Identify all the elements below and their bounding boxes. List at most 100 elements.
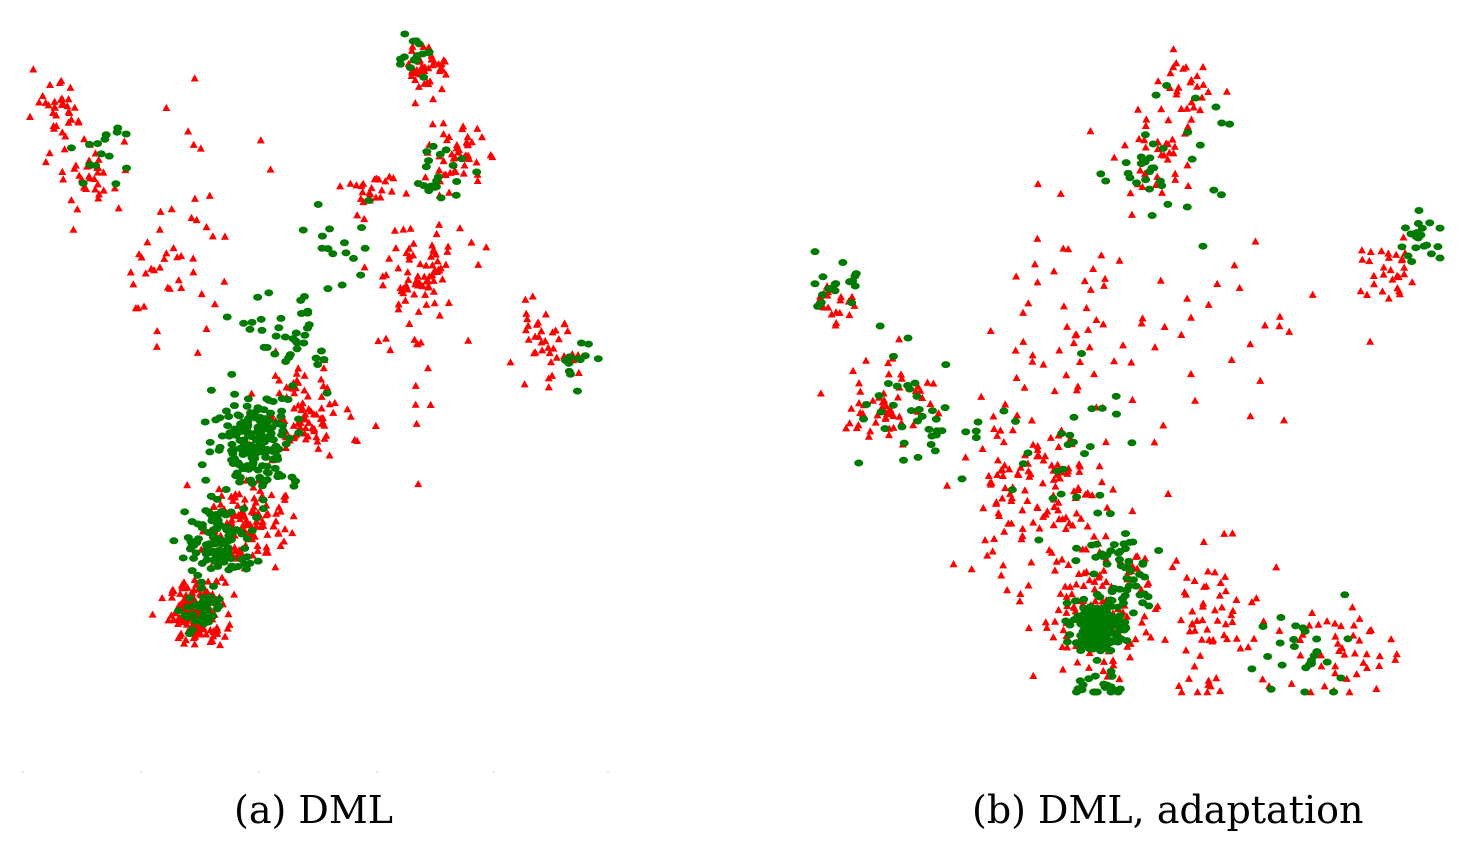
- triangle-point: [1246, 340, 1255, 348]
- triangle-point: [1179, 64, 1188, 72]
- circle-point: [180, 508, 190, 516]
- triangle-point: [463, 141, 472, 149]
- triangle-point: [420, 272, 429, 280]
- triangle-point: [312, 433, 321, 441]
- circle-point: [277, 395, 287, 403]
- triangle-point: [1033, 179, 1042, 188]
- triangle-point: [1050, 386, 1059, 395]
- circle-point: [178, 554, 188, 562]
- triangle-point: [317, 375, 326, 383]
- triangle-point: [1128, 395, 1137, 403]
- triangle-point: [57, 100, 66, 108]
- circle-point: [84, 140, 94, 148]
- triangle-point: [1086, 126, 1095, 135]
- triangle-point: [1177, 688, 1186, 696]
- circle-point: [1298, 624, 1308, 632]
- circle-point: [1113, 549, 1123, 557]
- circle-point: [1088, 614, 1098, 622]
- triangle-point: [454, 148, 463, 156]
- triangle-point: [1190, 576, 1199, 584]
- circle-point: [226, 554, 236, 562]
- circle-point: [880, 425, 890, 433]
- triangle-point: [1024, 623, 1033, 632]
- triangle-point: [1012, 373, 1021, 381]
- circle-point: [859, 415, 869, 423]
- triangle-point: [1061, 524, 1070, 532]
- circle-point: [201, 546, 211, 554]
- triangle-point: [378, 281, 387, 289]
- triangle-point: [376, 193, 385, 201]
- triangle-point: [1171, 175, 1180, 183]
- circle-point: [1111, 410, 1121, 418]
- triangle-point: [1000, 527, 1009, 535]
- circle-point: [1076, 350, 1086, 358]
- circle-point: [1080, 450, 1090, 458]
- circle-point: [313, 200, 323, 208]
- triangle-point: [63, 102, 72, 110]
- triangle-point: [1041, 452, 1050, 460]
- triangle-point: [421, 173, 430, 181]
- circle-point: [247, 527, 257, 535]
- circle-point: [914, 406, 924, 414]
- triangle-point: [521, 326, 530, 334]
- circle-point: [913, 453, 923, 461]
- triangle-point: [473, 124, 482, 132]
- triangle-point: [1082, 545, 1091, 553]
- triangle-point: [1090, 585, 1099, 593]
- triangle-point: [162, 103, 171, 112]
- circle-point: [931, 431, 941, 439]
- circle-point: [193, 571, 203, 579]
- circle-point: [1306, 660, 1316, 668]
- triangle-point: [91, 185, 100, 193]
- triangle-point: [444, 242, 453, 250]
- circle-point: [210, 534, 220, 542]
- triangle-point: [240, 495, 249, 503]
- triangle-point: [1140, 612, 1149, 620]
- circle-point: [317, 232, 327, 240]
- triangle-point: [435, 166, 444, 174]
- triangle-point: [188, 588, 197, 596]
- circle-point: [396, 55, 406, 63]
- triangle-point: [1110, 153, 1119, 161]
- triangle-point: [1051, 482, 1060, 490]
- triangle-point: [1280, 416, 1289, 424]
- triangle-point: [856, 387, 865, 395]
- triangle-point: [1023, 496, 1032, 504]
- triangle-point: [1350, 649, 1359, 657]
- circle-point: [838, 259, 848, 267]
- circle-point: [356, 271, 366, 279]
- triangle-point: [414, 479, 423, 488]
- triangle-point: [949, 560, 958, 568]
- circle-point: [441, 146, 451, 154]
- triangle-point: [882, 401, 891, 410]
- triangle-point: [1076, 462, 1085, 470]
- triangle-point: [1090, 369, 1099, 378]
- triangle-point: [1251, 237, 1260, 245]
- triangle-point: [330, 398, 339, 407]
- triangle-point: [1164, 116, 1173, 124]
- triangle-point: [269, 521, 278, 530]
- circle-point: [1120, 545, 1130, 553]
- triangle-point: [845, 419, 854, 427]
- triangle-point: [279, 537, 288, 545]
- triangle-point: [429, 276, 438, 284]
- triangle-point: [202, 223, 211, 231]
- triangle-point: [1133, 564, 1142, 572]
- triangle-point: [943, 481, 952, 489]
- circle-point: [422, 148, 432, 156]
- triangle-point: [895, 335, 904, 343]
- circle-point: [566, 370, 576, 378]
- triangle-point: [1008, 426, 1017, 434]
- circle-point: [1102, 601, 1112, 609]
- circle-point: [221, 511, 231, 519]
- triangle-point: [394, 300, 403, 308]
- triangle-point: [998, 471, 1007, 479]
- triangle-point: [405, 244, 414, 252]
- circle-point: [1225, 120, 1235, 128]
- triangle-point: [292, 369, 301, 377]
- triangle-point: [548, 371, 557, 379]
- triangle-point: [979, 504, 988, 512]
- triangle-point: [1275, 322, 1284, 330]
- circle-point: [219, 558, 229, 566]
- triangle-point: [1055, 514, 1064, 523]
